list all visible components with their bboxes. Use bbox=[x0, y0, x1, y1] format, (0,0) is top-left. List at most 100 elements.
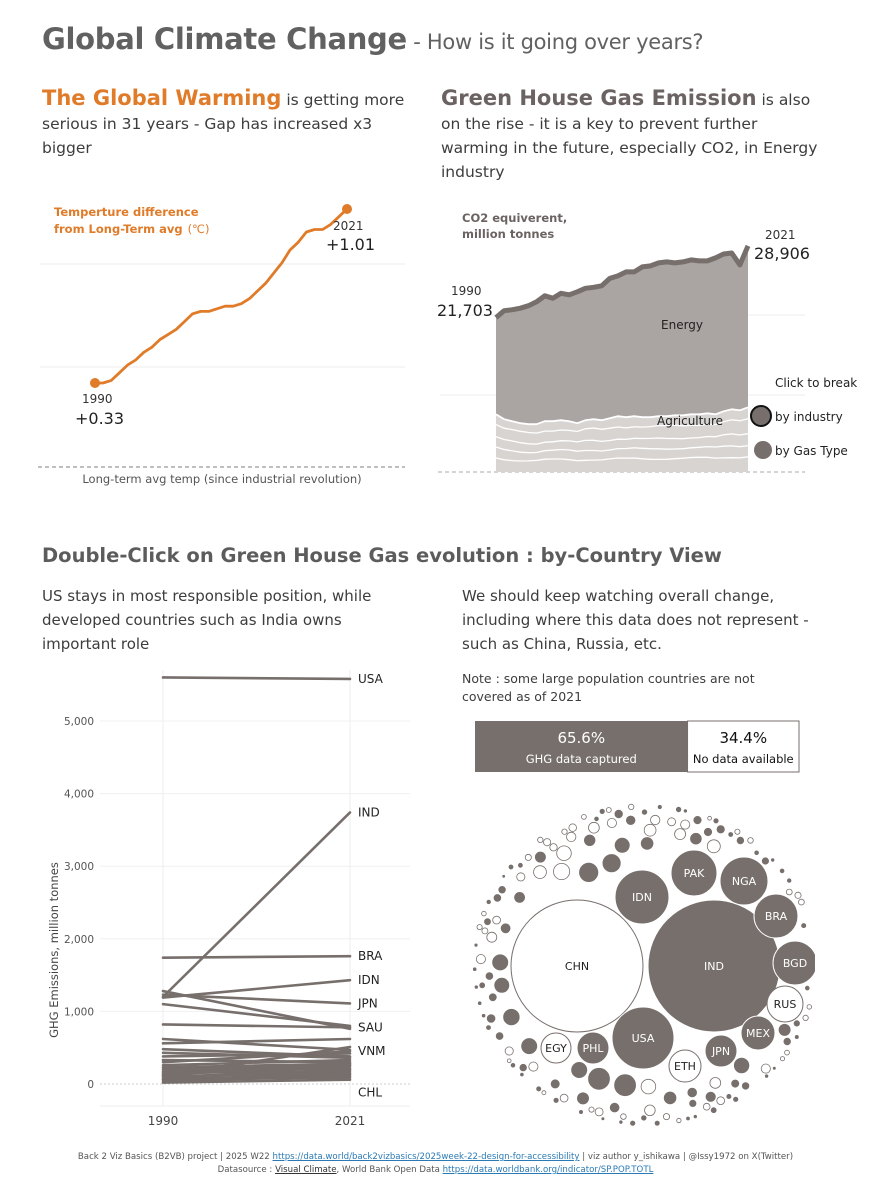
country-slope-chart[interactable]: 0 1,000 2,000 3,000 4,000 5,000 GHG Emissions… bbox=[40, 660, 430, 1140]
bubble-small-country[interactable] bbox=[552, 1096, 560, 1104]
country-line[interactable] bbox=[161, 1063, 352, 1076]
bubble-small-country[interactable] bbox=[704, 1090, 717, 1103]
bubble-small-country[interactable] bbox=[613, 1073, 637, 1097]
energy-area[interactable] bbox=[496, 245, 748, 425]
bubble-small-country[interactable] bbox=[535, 1085, 542, 1093]
bubble-small-country[interactable] bbox=[549, 843, 558, 852]
bubble-small-country[interactable] bbox=[732, 1095, 740, 1103]
country-line-ind[interactable] bbox=[161, 811, 352, 999]
bubble-small-country[interactable] bbox=[676, 1117, 682, 1124]
bubble-small-country[interactable] bbox=[497, 885, 507, 895]
warming-chart[interactable]: Temperture difference from Long-Term avg… bbox=[0, 180, 430, 500]
bubble-small-country[interactable] bbox=[559, 1093, 569, 1103]
bubble-mex[interactable] bbox=[740, 1015, 776, 1051]
country-line[interactable] bbox=[161, 1078, 352, 1084]
bubble-small-country[interactable] bbox=[494, 1031, 505, 1041]
footer-link-worldbank[interactable]: https://data.worldbank.org/indicator/SP.… bbox=[442, 1165, 654, 1175]
bubble-small-country[interactable] bbox=[606, 817, 617, 828]
country-line-bra[interactable] bbox=[161, 954, 352, 959]
bubble-small-country[interactable] bbox=[706, 839, 721, 854]
bubble-small-country[interactable] bbox=[771, 1065, 777, 1071]
bubble-small-country[interactable] bbox=[549, 1078, 561, 1090]
bubble-small-country[interactable] bbox=[692, 1114, 698, 1120]
bubble-small-country[interactable] bbox=[675, 805, 683, 813]
bubble-small-country[interactable] bbox=[605, 807, 612, 813]
bubble-small-country[interactable] bbox=[578, 1109, 584, 1115]
bubble-small-country[interactable] bbox=[486, 931, 498, 943]
bubble-small-country[interactable] bbox=[570, 1061, 588, 1079]
bubble-small-country[interactable] bbox=[483, 917, 492, 926]
bubble-small-country[interactable] bbox=[475, 954, 486, 965]
bubble-small-country[interactable] bbox=[794, 891, 802, 899]
bubble-small-country[interactable] bbox=[513, 891, 526, 904]
bubble-small-country[interactable] bbox=[686, 1086, 698, 1099]
bubble-small-country[interactable] bbox=[507, 863, 515, 871]
bubble-small-country[interactable] bbox=[516, 872, 526, 882]
bubble-small-country[interactable] bbox=[587, 1067, 611, 1091]
by-gas-toggle-icon[interactable] bbox=[754, 441, 772, 459]
bubble-small-country[interactable] bbox=[473, 942, 479, 948]
bubble-small-country[interactable] bbox=[543, 838, 552, 847]
warming-line[interactable] bbox=[93, 207, 349, 385]
bubble-small-country[interactable] bbox=[692, 815, 703, 826]
bubble-phl[interactable] bbox=[576, 1031, 610, 1065]
bubble-idn[interactable] bbox=[614, 869, 670, 925]
bubble-small-country[interactable] bbox=[685, 1115, 691, 1122]
bubble-small-country[interactable] bbox=[625, 814, 637, 826]
bubble-small-country[interactable] bbox=[777, 1023, 792, 1037]
coverage-bar[interactable]: 65.6% GHG data captured 34.4% No data av… bbox=[474, 720, 804, 776]
bubble-small-country[interactable] bbox=[598, 807, 606, 815]
bubble-small-country[interactable] bbox=[578, 862, 600, 883]
bubble-small-country[interactable] bbox=[601, 853, 622, 874]
bubble-small-country[interactable] bbox=[662, 1113, 670, 1121]
bubble-small-country[interactable] bbox=[528, 1061, 539, 1072]
slope-lines[interactable] bbox=[161, 676, 352, 1084]
country-line[interactable] bbox=[161, 1068, 352, 1079]
bubble-small-country[interactable] bbox=[734, 828, 741, 835]
country-line[interactable] bbox=[161, 1037, 352, 1052]
bubble-bgd[interactable] bbox=[772, 940, 815, 986]
bubble-small-country[interactable] bbox=[478, 981, 486, 989]
bubble-small-country[interactable] bbox=[537, 836, 544, 844]
bubble-small-country[interactable] bbox=[477, 1000, 483, 1006]
warming-end-point[interactable] bbox=[342, 204, 352, 214]
ghg-chart[interactable]: CO2 equiverent, million tonnes 1990 21,7… bbox=[430, 195, 871, 485]
bubble-small-country[interactable] bbox=[688, 1098, 698, 1108]
bubble-small-country[interactable] bbox=[760, 856, 770, 866]
bubble-small-country[interactable] bbox=[753, 849, 760, 856]
bubble-small-country[interactable] bbox=[519, 1071, 525, 1078]
bubble-small-country[interactable] bbox=[792, 1019, 801, 1028]
country-line[interactable] bbox=[161, 1002, 352, 1028]
bubble-small-country[interactable] bbox=[502, 1008, 521, 1027]
bubble-small-country[interactable] bbox=[613, 836, 631, 854]
by-industry-toggle-label[interactable]: by industry bbox=[775, 410, 843, 424]
bubble-small-country[interactable] bbox=[674, 828, 687, 840]
captured-bar-segment[interactable] bbox=[475, 721, 688, 772]
country-line[interactable] bbox=[161, 1050, 352, 1064]
bubble-small-country[interactable] bbox=[485, 898, 492, 905]
bubble-small-country[interactable] bbox=[476, 924, 483, 931]
country-line-idn[interactable] bbox=[161, 978, 352, 999]
bubble-small-country[interactable] bbox=[640, 836, 655, 851]
bubble-small-country[interactable] bbox=[480, 1013, 487, 1019]
bubble-small-group[interactable] bbox=[472, 803, 812, 1127]
bubble-small-country[interactable] bbox=[491, 953, 510, 972]
bubble-small-country[interactable] bbox=[730, 1078, 741, 1089]
bubble-small-country[interactable] bbox=[613, 808, 624, 819]
bubble-small-country[interactable] bbox=[760, 1063, 771, 1074]
bubble-small-country[interactable] bbox=[618, 1119, 624, 1125]
bubble-small-country[interactable] bbox=[798, 898, 805, 906]
bubble-small-country[interactable] bbox=[786, 877, 793, 884]
bubble-small-country[interactable] bbox=[725, 1093, 733, 1100]
bubble-small-country[interactable] bbox=[556, 845, 572, 861]
by-gas-toggle-label[interactable]: by Gas Type bbox=[775, 444, 848, 458]
bubble-small-country[interactable] bbox=[653, 1119, 661, 1127]
bubble-egy[interactable] bbox=[540, 1032, 572, 1064]
bubble-small-country[interactable] bbox=[501, 874, 506, 879]
country-line-usa[interactable] bbox=[161, 676, 352, 681]
bubble-small-country[interactable] bbox=[802, 1014, 809, 1021]
bubble-small-country[interactable] bbox=[485, 1024, 492, 1031]
bubble-small-country[interactable] bbox=[715, 824, 726, 835]
bubble-small-country[interactable] bbox=[629, 1119, 637, 1127]
bubble-small-country[interactable] bbox=[568, 823, 577, 832]
